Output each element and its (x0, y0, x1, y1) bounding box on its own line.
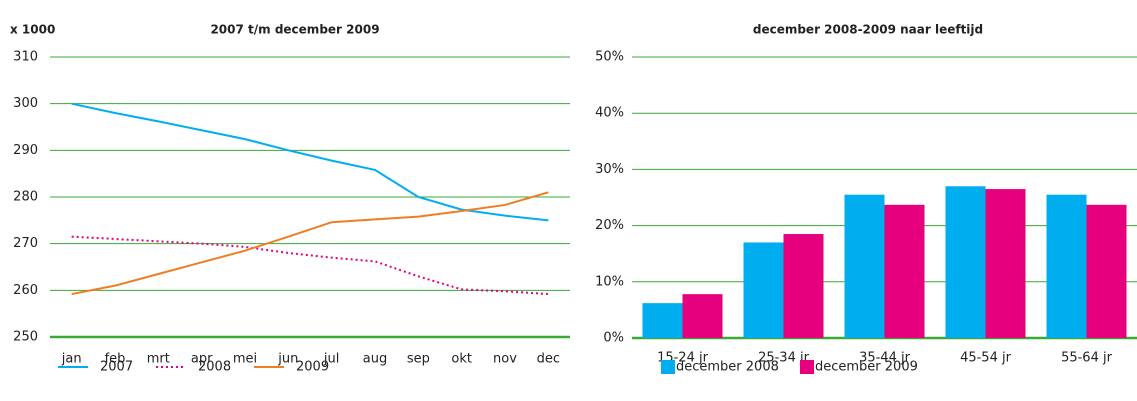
y-tick-label: 20% (595, 218, 624, 233)
x-tick-label: apr (191, 352, 213, 367)
bar (985, 189, 1026, 338)
y-tick-label: 40% (595, 106, 624, 121)
y-tick-label: 30% (595, 162, 624, 177)
bar (945, 186, 986, 338)
x-tick-label: mei (233, 352, 257, 367)
bar (783, 234, 824, 338)
x-tick-label: jun (277, 352, 298, 367)
y-tick-label: 0% (603, 331, 624, 346)
data-line (71, 235, 549, 296)
legend-swatch (800, 360, 814, 374)
y-tick-label: 10% (595, 274, 624, 289)
legend-label: 2009 (296, 360, 329, 375)
x-tick-label: aug (363, 352, 387, 367)
y-tick-label: 260 (13, 283, 38, 298)
chart-title: 2007 t/m december 2009 (210, 23, 379, 37)
bar (1086, 204, 1127, 338)
x-tick-label: 55-64 jr (1061, 351, 1113, 366)
y-tick-label: 290 (13, 143, 38, 158)
y-axis-label: x 1000 (10, 23, 55, 37)
x-tick-label: sep (407, 352, 430, 367)
x-tick-label: feb (105, 352, 126, 367)
y-tick-label: 270 (13, 236, 38, 251)
y-tick-label: 310 (13, 50, 38, 65)
chart-title: december 2008-2009 naar leeftijd (753, 23, 983, 37)
x-tick-label: 35-44 jr (859, 351, 911, 366)
y-tick-label: 280 (13, 190, 38, 205)
data-line (71, 102, 549, 222)
bar (844, 194, 885, 338)
bar (682, 294, 723, 338)
legend-swatch (661, 360, 675, 374)
bar (884, 204, 925, 338)
legend-label: december 2008 (676, 360, 779, 375)
x-tick-label: dec (537, 352, 560, 367)
x-tick-label: jan (61, 352, 82, 367)
x-tick-label: mrt (147, 352, 170, 367)
legend-label: 2008 (198, 360, 231, 375)
bar (743, 242, 784, 338)
y-tick-label: 250 (13, 330, 38, 345)
legend-label: december 2009 (815, 360, 918, 375)
x-tick-label: nov (493, 352, 517, 367)
legend-label: 2007 (100, 360, 133, 375)
x-tick-label: 45-54 jr (960, 351, 1012, 366)
y-tick-label: 50% (595, 50, 624, 65)
x-tick-label: jul (323, 352, 339, 367)
x-tick-label: 25-34 jr (758, 351, 810, 366)
y-tick-label: 300 (13, 96, 38, 111)
bar (1046, 194, 1087, 338)
bar (642, 303, 683, 338)
data-line (71, 191, 549, 296)
x-tick-label: okt (451, 352, 472, 367)
